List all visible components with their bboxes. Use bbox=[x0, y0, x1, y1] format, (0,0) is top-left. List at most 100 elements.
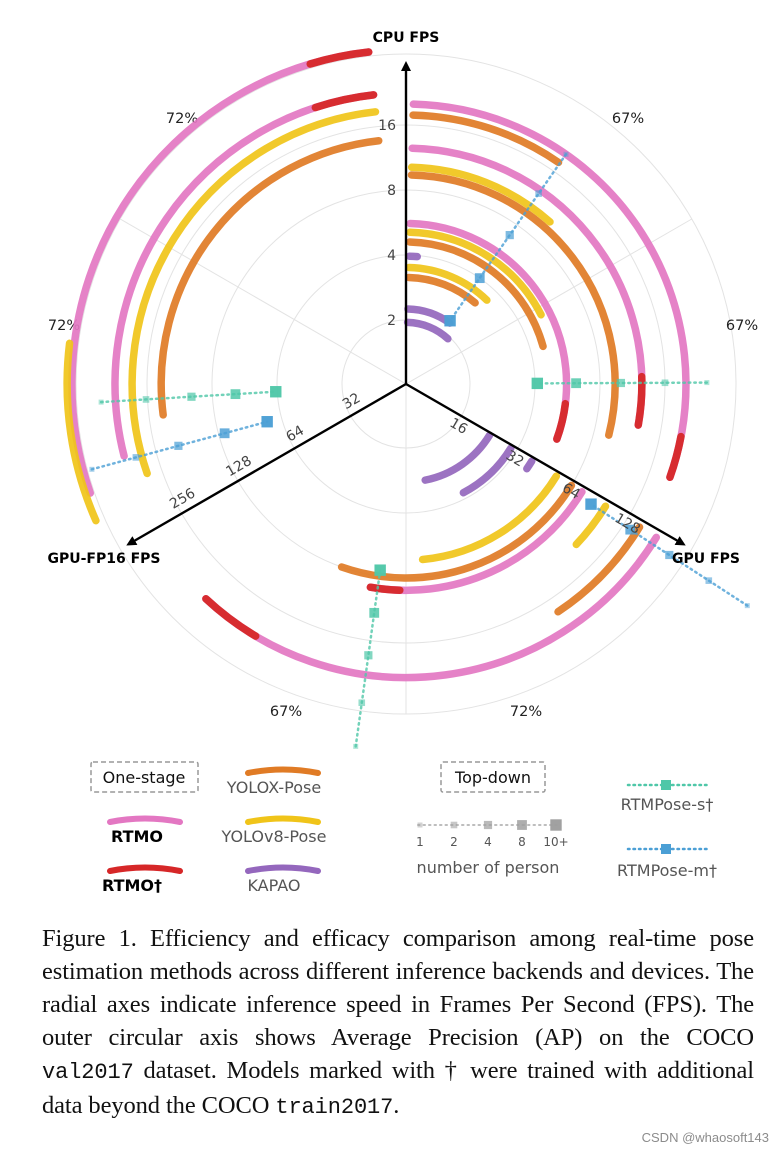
arc-rtmo-dagger-tip bbox=[553, 399, 570, 443]
figure-caption: Figure 1. Efficiency and efficacy compar… bbox=[42, 922, 754, 1124]
legend-rtmpose-s-marker bbox=[661, 780, 671, 790]
arc-kapao bbox=[523, 457, 536, 473]
top-down-frame bbox=[440, 761, 546, 793]
rtmpose-point bbox=[505, 230, 514, 240]
axis-tick-label: 8 bbox=[387, 183, 396, 199]
person-count-label: 4 bbox=[484, 835, 492, 849]
rtmpose-point bbox=[535, 190, 542, 197]
arc-yolov8-pose bbox=[418, 472, 561, 564]
rtmpose-point bbox=[174, 441, 183, 450]
rtmpose-point bbox=[444, 315, 456, 327]
caption-code-val2017: val2017 bbox=[42, 1060, 134, 1085]
ap-label: 72% bbox=[48, 318, 80, 334]
chart-legend: One-stage Top-down RTMO RTMO† YOLOX-Pose YOLO… bbox=[90, 761, 717, 895]
person-count-label: 2 bbox=[450, 835, 458, 849]
axis-tick-label: 128 bbox=[223, 453, 254, 480]
rtmpose-point bbox=[261, 416, 273, 428]
person-scale-marker bbox=[517, 820, 527, 830]
axis-tick-label: 4 bbox=[387, 248, 396, 264]
arc-yolov8-pose bbox=[407, 163, 554, 226]
arc-rtmo bbox=[111, 91, 378, 460]
arc-yolov8-pose bbox=[572, 502, 610, 549]
rtmpose-point bbox=[531, 377, 544, 390]
person-scale-marker bbox=[417, 822, 423, 828]
rtmpose-point bbox=[625, 524, 636, 535]
ap-label: 67% bbox=[612, 111, 644, 127]
rtmpose-point bbox=[474, 273, 485, 284]
legend-yolox-swatch bbox=[245, 766, 321, 776]
arc-rtmo-dagger-tip bbox=[306, 48, 373, 68]
rtmpose-point bbox=[369, 607, 380, 618]
legend-kapao-label: KAPAO bbox=[247, 876, 300, 895]
arc-yolox-pose bbox=[157, 136, 383, 419]
rtmpose-point bbox=[571, 378, 581, 389]
legend-rtmo-dagger-swatch bbox=[107, 864, 183, 874]
csdn-watermark: CSDN @whaosoft143 bbox=[641, 1130, 769, 1145]
rtmpose-dotted-line bbox=[354, 568, 382, 748]
axis-tick-label: 64 bbox=[559, 480, 583, 503]
person-scale-marker bbox=[483, 820, 493, 830]
axis-tick-label: 2 bbox=[387, 313, 396, 329]
arc-yolox-pose bbox=[407, 171, 619, 439]
arc-rtmo-dagger-tip bbox=[634, 372, 646, 429]
caption-code-train2017: train2017 bbox=[275, 1095, 394, 1120]
ap-label: 72% bbox=[510, 704, 542, 720]
top-down-title: Top-down bbox=[454, 768, 531, 787]
axis-title: GPU-FP16 FPS bbox=[47, 551, 160, 567]
legend-yolov8-label: YOLOv8-Pose bbox=[221, 827, 327, 846]
axis-line-gpu-fps bbox=[405, 382, 686, 546]
rtmpose-point bbox=[230, 389, 241, 400]
rtmpose-point bbox=[89, 466, 95, 472]
rtmpose-point bbox=[353, 743, 359, 749]
axis-tick-label: 64 bbox=[284, 423, 308, 446]
rtmpose-point bbox=[563, 151, 569, 157]
arc-kapao bbox=[403, 318, 452, 343]
arc-yolov8-pose bbox=[63, 339, 100, 525]
legend-rtmpose-m-marker bbox=[661, 844, 671, 854]
rtmpose-point bbox=[187, 392, 196, 401]
caption-text-2: dataset. Models marked with † were train… bbox=[42, 1057, 754, 1119]
ap-label: 72% bbox=[166, 111, 198, 127]
caption-text-1: Figure 1. Efficiency and efficacy compar… bbox=[42, 925, 754, 1051]
arc-rtmo bbox=[68, 48, 373, 497]
legend-rtmo-dagger-label: RTMO† bbox=[102, 876, 162, 895]
fps-axes: CPU FPS 2 4 8 16 GPU FPS 16 32 64 128 GPU-FP16 FPS… bbox=[47, 30, 739, 567]
person-scale-marker bbox=[550, 819, 562, 831]
arc-kapao bbox=[459, 444, 515, 497]
arc-rtmo-dagger-tip bbox=[202, 595, 260, 640]
rtmpose-point bbox=[585, 498, 597, 510]
legend-rtmo-swatch bbox=[107, 815, 183, 825]
axis-line-gpu-fp16-fps bbox=[126, 382, 407, 546]
rtmpose-dotted-line bbox=[536, 381, 709, 385]
rtmpose-point bbox=[364, 651, 373, 660]
arc-yolov8-pose bbox=[406, 228, 545, 319]
axis-title: GPU FPS bbox=[672, 551, 740, 567]
person-count-label: 10+ bbox=[543, 835, 568, 849]
rtmpose-point bbox=[705, 577, 713, 584]
axis-tick-label: 16 bbox=[378, 118, 396, 134]
axis-tick-label: 16 bbox=[447, 415, 471, 438]
rtmpose-point bbox=[132, 454, 140, 461]
person-count-label: 1 bbox=[416, 835, 424, 849]
ap-label: 67% bbox=[726, 318, 758, 334]
arc-rtmo-dagger-tip bbox=[311, 91, 378, 112]
person-scale-marker bbox=[450, 821, 458, 829]
legend-rtmpose-m-label: RTMPose-m† bbox=[617, 861, 717, 880]
rtmpose-point bbox=[98, 399, 104, 405]
grid-spoke-0 bbox=[405, 218, 693, 385]
caption-text-3: . bbox=[393, 1092, 400, 1119]
arc-rtmo bbox=[202, 533, 661, 682]
arc-rtmo-dagger-tip bbox=[366, 583, 404, 594]
one-stage-frame bbox=[90, 761, 199, 793]
axis-tick-label: 32 bbox=[340, 390, 363, 413]
arc-yolox-pose bbox=[405, 273, 479, 307]
arc-rtmo bbox=[409, 100, 690, 482]
axis-tick-label: 256 bbox=[167, 485, 198, 512]
rtmpose-point bbox=[374, 564, 386, 576]
rtmpose-point bbox=[270, 386, 282, 398]
axis-title: CPU FPS bbox=[373, 30, 440, 46]
rtmpose-point bbox=[744, 603, 750, 609]
one-stage-title: One-stage bbox=[103, 768, 186, 787]
arc-yolox-pose bbox=[405, 238, 547, 351]
rtmpose-point bbox=[219, 428, 230, 439]
